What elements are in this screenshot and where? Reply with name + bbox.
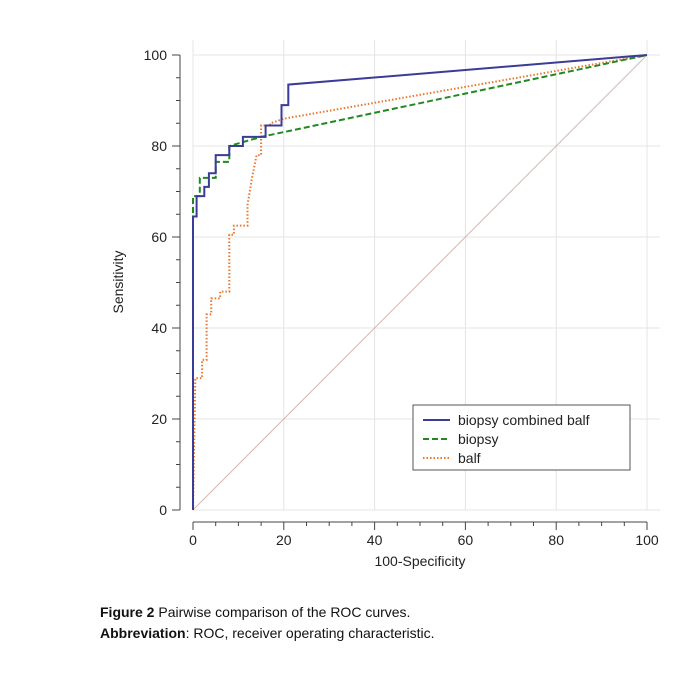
legend-label: biopsy combined balf bbox=[458, 412, 590, 428]
x-axis-title: 100-Specificity bbox=[374, 553, 465, 569]
figure-label: Figure 2 bbox=[100, 604, 155, 620]
legend-label: balf bbox=[458, 450, 481, 466]
x-tick-label: 20 bbox=[276, 532, 292, 548]
y-axis-title: Sensitivity bbox=[110, 250, 126, 313]
x-tick-label: 60 bbox=[458, 532, 474, 548]
y-tick-label: 40 bbox=[151, 320, 167, 336]
x-tick-label: 40 bbox=[367, 532, 383, 548]
legend-box bbox=[412, 404, 631, 471]
y-tick-label: 80 bbox=[151, 138, 167, 154]
x-tick-label: 100 bbox=[635, 532, 659, 548]
caption-line-2: Abbreviation: ROC, receiver operating ch… bbox=[100, 623, 660, 644]
series-lines bbox=[192, 54, 648, 511]
roc-chart: 0 20 40 60 80 100 0 20 40 60 80 100 100-Specificity… bbox=[110, 40, 660, 569]
caption-line-1: Figure 2 Pairwise comparison of the ROC … bbox=[100, 602, 660, 623]
x-tick-label: 80 bbox=[548, 532, 564, 548]
y-tick-label: 60 bbox=[151, 229, 167, 245]
figure-caption: Figure 2 Pairwise comparison of the ROC … bbox=[100, 602, 660, 644]
y-tick-label: 100 bbox=[144, 47, 168, 63]
series-line-balf bbox=[192, 54, 648, 511]
x-tick-label: 0 bbox=[189, 532, 197, 548]
reference-diagonal bbox=[192, 54, 648, 511]
legend-label: biopsy bbox=[458, 431, 498, 447]
figure-text: Pairwise comparison of the ROC curves. bbox=[158, 604, 411, 620]
series-line-biopsy-combined-balf bbox=[192, 54, 648, 510]
axis-ticks: 0 20 40 60 80 100 0 20 40 60 80 100 bbox=[144, 47, 659, 548]
legend: biopsy combined balf biopsy balf bbox=[412, 404, 631, 471]
y-tick-label: 20 bbox=[151, 411, 167, 427]
abbreviation-label: Abbreviation bbox=[100, 625, 186, 641]
reference-line bbox=[192, 54, 648, 511]
abbreviation-text: : ROC, receiver operating characteristic… bbox=[185, 625, 435, 641]
y-tick-label: 0 bbox=[159, 502, 167, 518]
